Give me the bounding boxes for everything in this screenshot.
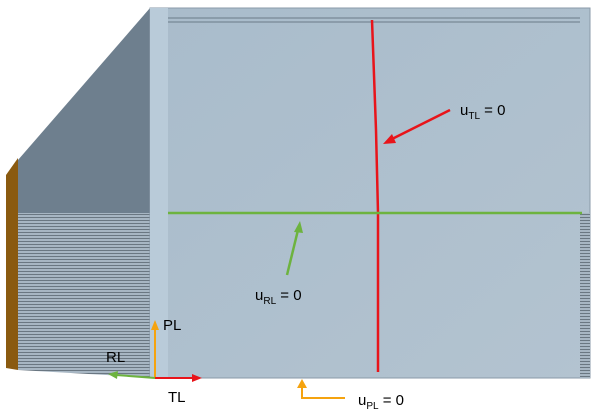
edge-strip <box>6 158 18 370</box>
symbol: u <box>358 392 366 409</box>
arrow <box>302 386 345 398</box>
axis-label: PL <box>163 317 181 334</box>
symbol: u <box>255 287 263 304</box>
label-rest: = 0 <box>480 102 505 119</box>
front-face <box>150 8 590 378</box>
axis-label: TL <box>168 389 186 406</box>
axis-label: RL <box>106 349 125 366</box>
diagram: uTL = 0 uRL = 0 uPL = 0 PL RL TL <box>0 0 594 413</box>
label: uPL = 0 <box>358 392 404 412</box>
label-rest: = 0 <box>276 287 301 304</box>
subscript: TL <box>468 111 480 122</box>
subscript: RL <box>263 296 276 307</box>
label-rest: = 0 <box>379 392 404 409</box>
mesh-edge <box>580 213 590 378</box>
subscript: PL <box>366 401 379 412</box>
arrowhead <box>297 379 307 388</box>
side-face <box>18 8 160 213</box>
symbol: u <box>460 102 468 119</box>
mesh-block <box>18 213 160 378</box>
